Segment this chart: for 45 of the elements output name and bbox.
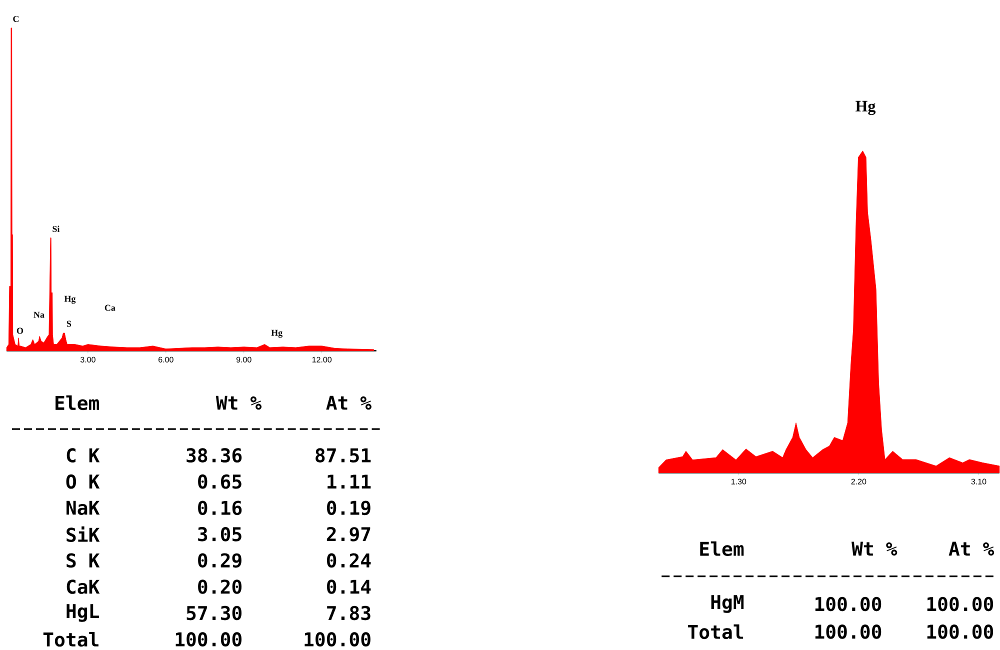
text: SiK [66, 526, 100, 542]
text: 0.14 [326, 580, 371, 594]
text: 87.51 [316, 448, 371, 463]
text: 0.19 [326, 500, 370, 516]
text: At % [948, 542, 994, 556]
text: Wt % [216, 396, 262, 410]
text: 1.11 [328, 474, 371, 489]
text: Elem [56, 396, 100, 410]
text: 0.16 [198, 500, 242, 516]
annotation: Hg [271, 330, 282, 338]
annotation: Na [34, 312, 44, 318]
text: 0.29 [198, 553, 242, 568]
text: CaK [66, 580, 100, 594]
text: HgM [711, 595, 744, 614]
annotation: S [66, 320, 72, 328]
text: 0.24 [326, 553, 371, 568]
text: Wt % [852, 542, 898, 556]
text: HgL [66, 604, 99, 622]
text: 0.65 [198, 474, 242, 489]
text: C K [66, 448, 100, 463]
annotation: O [16, 328, 24, 334]
text: O K [66, 474, 100, 489]
text: C [13, 16, 19, 22]
text: 100.00 [927, 597, 994, 612]
text: 100.00 [927, 624, 994, 640]
text: 100.00 [304, 632, 370, 647]
text: Total [43, 632, 98, 647]
text: Hg [856, 101, 876, 116]
text: Elem [700, 542, 744, 556]
text: NaK [66, 501, 100, 516]
annotation: Si [52, 226, 60, 232]
annotation: Ca [104, 304, 116, 312]
text: 57.30 [186, 606, 242, 620]
text: 0.20 [198, 580, 242, 594]
text: S K [66, 553, 100, 568]
text: 100.00 [815, 597, 882, 612]
text: Total [688, 624, 744, 640]
text: At % [326, 396, 372, 410]
text: 38.36 [186, 448, 242, 463]
text: 100.00 [176, 632, 242, 647]
text: 2.97 [326, 527, 370, 542]
text: 100.00 [815, 624, 882, 640]
text: 7.83 [327, 606, 370, 620]
text: 3.05 [198, 527, 242, 542]
annotation: Hg [64, 296, 76, 304]
